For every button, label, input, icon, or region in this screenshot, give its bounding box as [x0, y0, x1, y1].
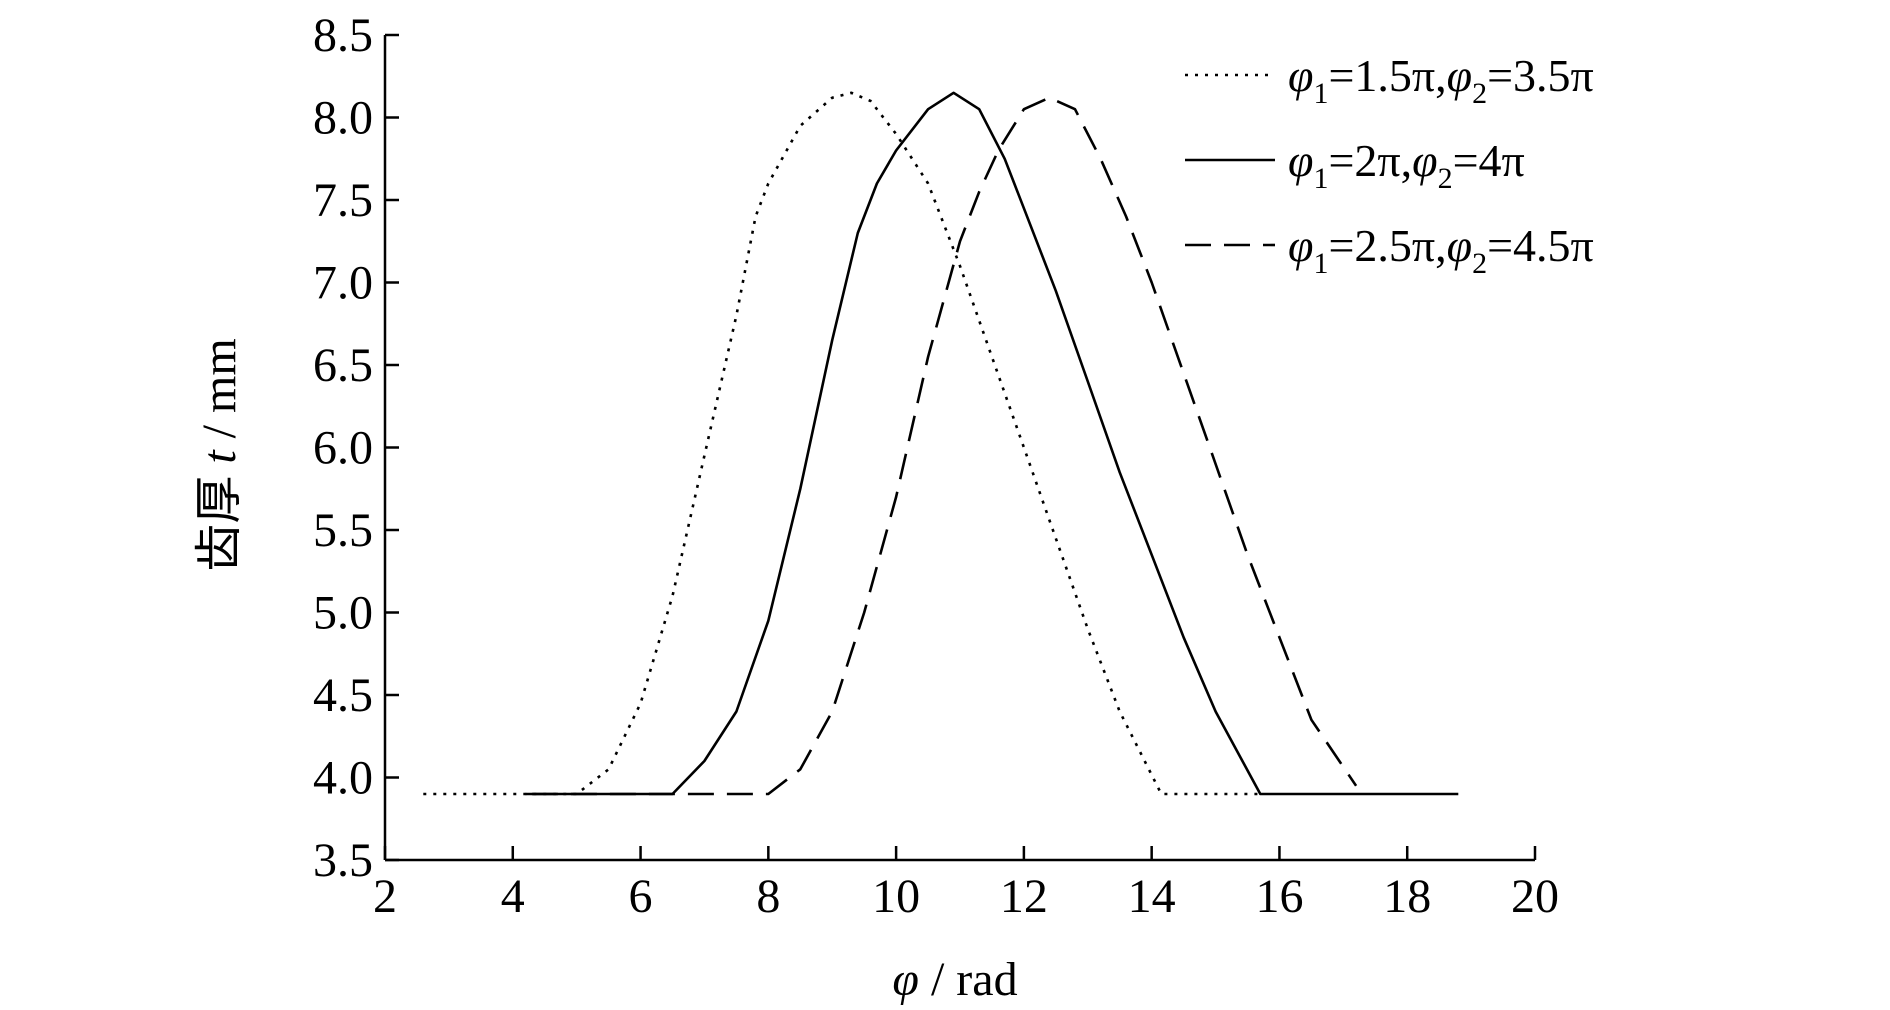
x-tick-label: 18 — [1383, 870, 1431, 923]
legend-part-v2: =4π — [1453, 135, 1525, 186]
legend-label-3: φ1=2.5π,φ2=4.5π — [1288, 220, 1594, 280]
legend-part-v1: =1.5π, — [1328, 50, 1446, 101]
legend-part-s2: φ — [1447, 220, 1472, 271]
legend-part-s1: φ — [1288, 220, 1313, 271]
y-tick-label: 5.0 — [313, 587, 373, 640]
legend-part-sub2: 2 — [1438, 162, 1453, 195]
x-tick-label: 2 — [373, 870, 397, 923]
x-tick-label: 10 — [872, 870, 920, 923]
legend-part-s2: φ — [1412, 135, 1437, 186]
legend-part-v2: =4.5π — [1487, 220, 1594, 271]
y-tick-label: 8.5 — [313, 9, 373, 62]
legend-label-2: φ1=2π,φ2=4π — [1288, 135, 1525, 195]
x-axis-unit: / rad — [919, 953, 1018, 1006]
series-line-2 — [525, 91, 1459, 796]
y-tick-label: 4.5 — [313, 669, 373, 722]
legend-part-sub1: 1 — [1313, 247, 1328, 280]
legend: φ1=1.5π,φ2=3.5πφ1=2π,φ2=4πφ1=2.5π,φ2=4.5… — [1185, 50, 1594, 280]
x-tick-label: 4 — [501, 870, 525, 923]
y-ticks: 3.5 4.0 4.5 5.0 5.5 6.0 6.5 7.0 7.5 8.0 8.5 — [313, 9, 399, 887]
legend-part-sub2: 2 — [1472, 247, 1487, 280]
y-tick-label: 7.5 — [313, 174, 373, 227]
legend-part-v2: =3.5π — [1487, 50, 1594, 101]
y-tick-label: 4.0 — [313, 752, 373, 805]
legend-part-v1: =2π, — [1328, 135, 1412, 186]
x-tick-label: 20 — [1511, 870, 1559, 923]
y-axis-unit: / mm — [193, 338, 246, 450]
series-line-3 — [531, 96, 1358, 796]
series-line-1 — [423, 91, 1261, 796]
legend-part-s1: φ — [1288, 135, 1313, 186]
x-tick-label: 16 — [1255, 870, 1303, 923]
y-tick-label: 8.0 — [313, 92, 373, 145]
legend-part-v1: =2.5π, — [1328, 220, 1446, 271]
y-tick-label: 6.5 — [313, 339, 373, 392]
x-axis-symbol: φ — [892, 953, 919, 1006]
x-axis-title: φ / rad — [892, 953, 1017, 1006]
legend-part-s1: φ — [1288, 50, 1313, 101]
y-tick-label: 7.0 — [313, 257, 373, 310]
y-tick-label: 3.5 — [313, 834, 373, 887]
legend-label-1: φ1=1.5π,φ2=3.5π — [1288, 50, 1594, 110]
x-tick-label: 6 — [629, 870, 653, 923]
series-layer — [423, 91, 1459, 796]
x-ticks: 2 4 6 8 10 12 14 16 18 20 — [373, 846, 1559, 923]
legend-part-sub1: 1 — [1313, 162, 1328, 195]
y-axis-title: 齿厚 t / mm — [193, 338, 246, 571]
legend-part-sub2: 2 — [1472, 77, 1487, 110]
axes: 2 4 6 8 10 12 14 16 18 20 3.54.04.55.05.56.06.57.… — [313, 9, 1559, 923]
y-tick-label: 6.0 — [313, 422, 373, 475]
y-axis-symbol: t — [193, 449, 246, 464]
legend-part-s2: φ — [1447, 50, 1472, 101]
x-tick-label: 8 — [756, 870, 780, 923]
y-axis-prefix: 齿厚 — [193, 464, 246, 572]
legend-part-sub1: 1 — [1313, 77, 1328, 110]
x-tick-label: 12 — [1000, 870, 1048, 923]
x-tick-label: 14 — [1128, 870, 1176, 923]
y-tick-label: 5.5 — [313, 504, 373, 557]
